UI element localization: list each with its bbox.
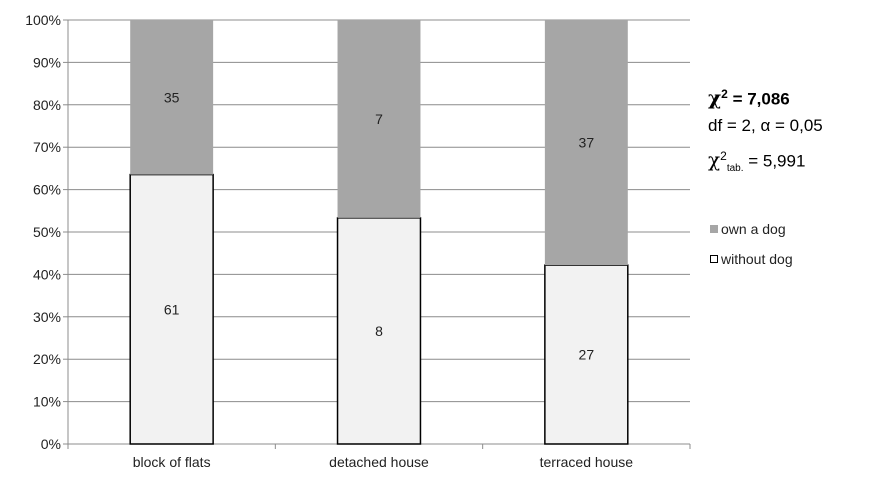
chi-value: = 7,086 (727, 89, 790, 109)
chi-square-stats: χ2 = 7,086 df = 2, α = 0,05 χ2tab. = 5,9… (708, 84, 823, 179)
y-tick-label: 40% (33, 266, 61, 282)
data-label: 27 (579, 347, 595, 363)
chi-tab-symbol: χ (708, 147, 721, 172)
y-tick-label: 10% (33, 394, 61, 410)
y-tick-label: 70% (33, 139, 61, 155)
y-tick-label: 60% (33, 182, 61, 198)
bar-segment (129, 173, 214, 445)
category-label: block of flats (133, 454, 211, 470)
bar-segment (130, 20, 214, 175)
y-tick-label: 50% (33, 224, 61, 240)
data-label: 61 (164, 301, 180, 317)
chi-tab-subscript: tab. (726, 162, 744, 174)
legend-label-own-a-dog: own a dog (721, 221, 786, 237)
y-tick-label: 80% (33, 97, 61, 113)
legend-swatch-own-a-dog (710, 225, 718, 233)
y-tick-label: 20% (33, 351, 61, 367)
chi-tab-superscript: 2 (720, 148, 727, 163)
legend-label-without-dog: without dog (721, 251, 793, 267)
df-alpha: df = 2, α = 0,05 (708, 115, 823, 135)
category-label: terraced house (540, 454, 634, 470)
y-tick-label: 0% (41, 436, 61, 452)
chi-symbol: χ (708, 85, 722, 110)
chi-square-value: χ2 = 7,086 (708, 84, 823, 110)
data-label: 7 (375, 111, 383, 127)
category-label: detached house (329, 454, 429, 470)
legend-item-own-a-dog: own a dog (710, 218, 793, 240)
data-label: 35 (164, 89, 180, 105)
y-tick-label: 30% (33, 309, 61, 325)
legend-item-without-dog: without dog (710, 248, 793, 270)
legend: own a dog without dog (710, 218, 793, 278)
legend-swatch-without-dog (710, 255, 718, 263)
bar-segment (337, 20, 421, 218)
chi-tab-number: = 5,991 (743, 151, 806, 171)
bar-segment (336, 217, 422, 445)
chi-tab-value: χ2tab. = 5,991 (708, 146, 823, 179)
data-label: 8 (375, 323, 383, 339)
y-tick-label: 100% (25, 12, 61, 28)
chi-superscript: 2 (721, 87, 728, 101)
bar-segment (544, 20, 628, 266)
y-tick-label: 90% (33, 54, 61, 70)
data-label: 37 (579, 135, 595, 151)
